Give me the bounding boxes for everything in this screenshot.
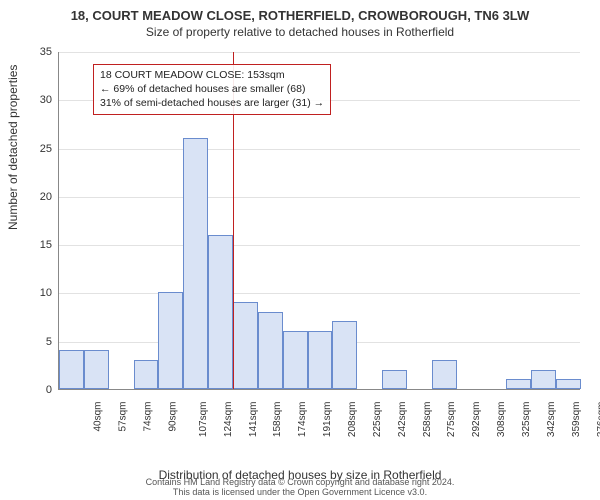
- y-axis-label: Number of detached properties: [6, 65, 20, 230]
- x-tick-label: 191sqm: [322, 402, 333, 438]
- x-tick-label: 40sqm: [93, 402, 104, 432]
- histogram-bar: [258, 312, 283, 389]
- x-tick-label: 342sqm: [546, 402, 557, 438]
- plot-canvas: 40sqm57sqm74sqm90sqm107sqm124sqm141sqm15…: [58, 52, 580, 390]
- y-tick-label: 10: [28, 287, 52, 299]
- x-tick-label: 242sqm: [397, 402, 408, 438]
- x-tick-label: 376sqm: [596, 402, 600, 438]
- chart-container: 18, COURT MEADOW CLOSE, ROTHERFIELD, CRO…: [0, 0, 600, 500]
- gridline: [59, 149, 580, 150]
- gridline: [59, 52, 580, 53]
- histogram-bar: [183, 138, 208, 389]
- gridline: [59, 197, 580, 198]
- chart-subtitle: Size of property relative to detached ho…: [0, 23, 600, 39]
- y-tick-label: 20: [28, 191, 52, 203]
- histogram-bar: [556, 379, 581, 389]
- x-tick-label: 90sqm: [168, 402, 179, 432]
- annotation-line-1: 18 COURT MEADOW CLOSE: 153sqm: [100, 68, 324, 82]
- x-tick-label: 57sqm: [118, 402, 129, 432]
- histogram-bar: [332, 321, 357, 389]
- histogram-bar: [283, 331, 308, 389]
- chart-title: 18, COURT MEADOW CLOSE, ROTHERFIELD, CRO…: [0, 0, 600, 23]
- x-tick-label: 258sqm: [422, 402, 433, 438]
- y-tick-label: 5: [28, 336, 52, 348]
- histogram-bar: [531, 370, 556, 389]
- x-tick-label: 124sqm: [223, 402, 234, 438]
- x-tick-label: 325sqm: [521, 402, 532, 438]
- x-tick-label: 275sqm: [447, 402, 458, 438]
- footer-line-1: Contains HM Land Registry data © Crown c…: [146, 477, 455, 487]
- annotation-line-3: 31% of semi-detached houses are larger (…: [100, 96, 324, 110]
- y-tick-label: 0: [28, 384, 52, 396]
- histogram-bar: [134, 360, 159, 389]
- plot-area: 40sqm57sqm74sqm90sqm107sqm124sqm141sqm15…: [58, 52, 580, 390]
- x-tick-label: 308sqm: [496, 402, 507, 438]
- histogram-bar: [506, 379, 531, 389]
- gridline: [59, 293, 580, 294]
- footer-text: Contains HM Land Registry data © Crown c…: [0, 478, 600, 498]
- x-tick-label: 208sqm: [347, 402, 358, 438]
- x-tick-label: 225sqm: [372, 402, 383, 438]
- histogram-bar: [432, 360, 457, 389]
- x-tick-label: 158sqm: [273, 402, 284, 438]
- y-tick-label: 30: [28, 94, 52, 106]
- histogram-bar: [382, 370, 407, 389]
- footer-line-2: This data is licensed under the Open Gov…: [173, 487, 427, 497]
- histogram-bar: [308, 331, 333, 389]
- x-tick-label: 174sqm: [297, 402, 308, 438]
- y-tick-label: 15: [28, 239, 52, 251]
- histogram-bar: [233, 302, 258, 389]
- histogram-bar: [59, 350, 84, 389]
- gridline: [59, 245, 580, 246]
- histogram-bar: [158, 292, 183, 389]
- histogram-bar: [208, 235, 233, 390]
- x-tick-label: 107sqm: [198, 402, 209, 438]
- annotation-box: 18 COURT MEADOW CLOSE: 153sqm← 69% of de…: [93, 64, 331, 115]
- x-tick-label: 359sqm: [571, 402, 582, 438]
- histogram-bar: [84, 350, 109, 389]
- y-tick-label: 35: [28, 46, 52, 58]
- y-tick-label: 25: [28, 143, 52, 155]
- x-tick-label: 74sqm: [143, 402, 154, 432]
- annotation-line-2: ← 69% of detached houses are smaller (68…: [100, 82, 324, 96]
- x-tick-label: 141sqm: [248, 402, 259, 438]
- x-tick-label: 292sqm: [471, 402, 482, 438]
